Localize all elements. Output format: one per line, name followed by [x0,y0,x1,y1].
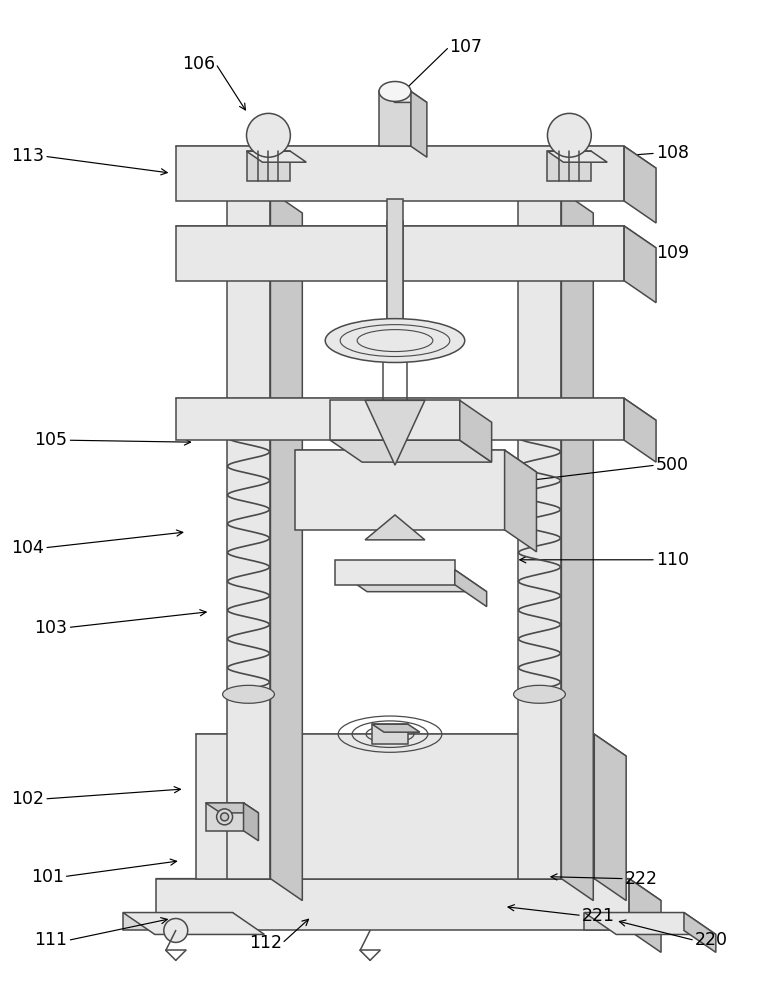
Text: 112: 112 [249,934,282,952]
Bar [156,879,630,930]
Text: 500: 500 [656,456,689,474]
Polygon shape [460,400,492,462]
Polygon shape [196,734,626,756]
Polygon shape [624,398,656,462]
Polygon shape [271,191,303,901]
Ellipse shape [217,809,232,825]
Text: 108: 108 [656,144,689,162]
Text: 113: 113 [11,147,45,165]
Text: 103: 103 [34,619,67,637]
Polygon shape [330,400,460,440]
Text: 102: 102 [11,790,45,808]
Polygon shape [584,913,716,934]
Polygon shape [684,913,716,952]
Ellipse shape [379,81,411,101]
Polygon shape [365,400,425,465]
Polygon shape [296,450,536,472]
Polygon shape [365,515,425,540]
Polygon shape [206,803,259,813]
Ellipse shape [221,813,228,821]
Bar [296,450,504,530]
Bar [176,146,624,201]
Polygon shape [372,724,420,732]
Ellipse shape [514,685,565,703]
Polygon shape [624,226,656,303]
Polygon shape [455,570,486,607]
Bar [379,91,411,146]
Text: 222: 222 [625,870,658,888]
Polygon shape [156,879,661,901]
Text: 109: 109 [656,244,689,262]
Ellipse shape [246,113,290,157]
Bar [176,226,624,281]
Ellipse shape [223,685,274,703]
Text: 221: 221 [582,907,615,925]
Text: 110: 110 [656,551,689,569]
Ellipse shape [163,919,188,942]
Polygon shape [176,398,656,420]
Polygon shape [379,91,427,102]
Polygon shape [630,879,661,952]
Ellipse shape [547,113,591,157]
Polygon shape [561,191,594,901]
Bar [196,734,594,879]
Polygon shape [176,146,656,168]
Bar [176,398,624,440]
Polygon shape [504,450,536,552]
Polygon shape [243,803,259,841]
Polygon shape [123,913,264,934]
Bar [584,913,684,930]
Bar [518,191,561,879]
Bar [227,191,271,879]
Ellipse shape [325,319,465,362]
Polygon shape [594,734,626,901]
Text: 101: 101 [30,868,63,886]
Bar [372,724,408,744]
Polygon shape [547,151,608,162]
Text: 111: 111 [34,931,67,949]
Bar [387,199,403,319]
Polygon shape [335,570,486,592]
Polygon shape [176,226,656,248]
Text: 220: 220 [695,931,728,949]
Polygon shape [330,440,492,462]
Ellipse shape [514,416,565,434]
Bar [246,151,290,181]
Text: 107: 107 [450,38,482,56]
Bar [335,560,455,585]
Text: 106: 106 [182,55,216,73]
Text: 104: 104 [12,539,45,557]
Text: 105: 105 [34,431,67,449]
Polygon shape [411,91,427,157]
Polygon shape [246,151,307,162]
Bar [123,913,232,930]
Polygon shape [624,146,656,223]
Bar [547,151,591,181]
Bar [206,803,243,831]
Ellipse shape [223,416,274,434]
